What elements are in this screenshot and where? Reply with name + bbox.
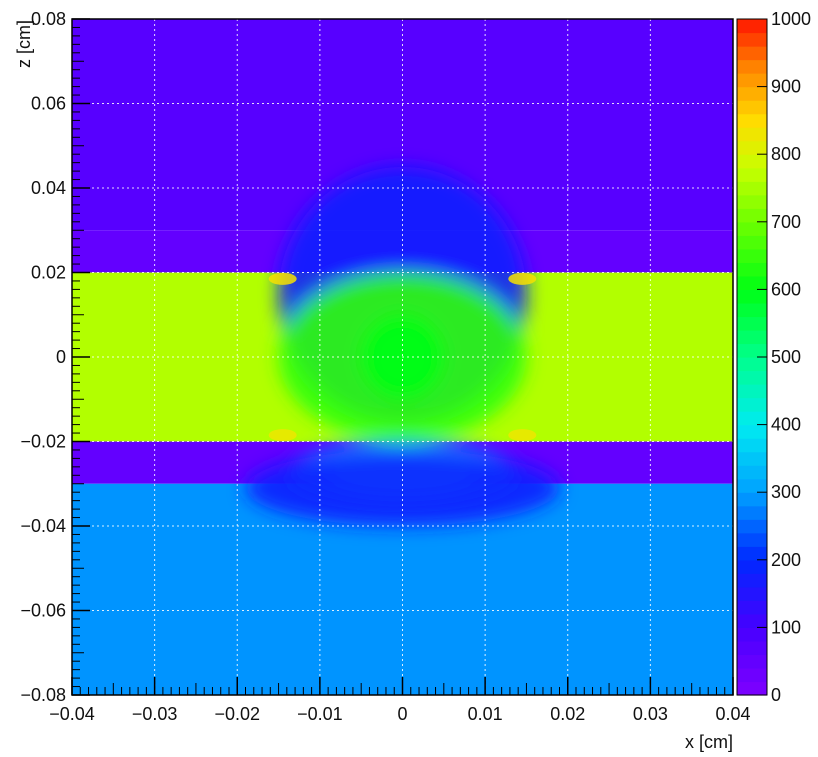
colorbar-band <box>737 532 767 547</box>
colorbar-tick-label: 900 <box>771 77 801 97</box>
colorbar-tick-label: 800 <box>771 144 801 164</box>
y-tick-label: −0.08 <box>20 685 66 705</box>
colorbar-band <box>737 329 767 345</box>
colorbar-tick-label: 100 <box>771 617 801 637</box>
y-axis: −0.08 −0.06 −0.04 −0.02 0 0.02 0.04 0.06 0.08 <box>20 9 90 705</box>
colorbar-band <box>737 289 767 304</box>
colorbar-band <box>737 397 767 412</box>
grid-lines <box>72 19 733 695</box>
colorbar-band <box>737 640 767 656</box>
colorbar-band <box>737 559 767 574</box>
colorbar-band <box>737 86 767 101</box>
heatmap-features <box>245 166 560 526</box>
colorbar-band <box>737 411 767 426</box>
colorbar-band <box>737 505 767 520</box>
colorbar-band <box>737 519 767 534</box>
colorbar-tick-label: 400 <box>771 415 801 435</box>
colorbar-tick-label: 300 <box>771 482 801 502</box>
colorbar-tick-label: 700 <box>771 212 801 232</box>
plot-area <box>71 18 734 696</box>
colorbar-band <box>737 221 767 236</box>
x-tick-label: −0.03 <box>132 704 178 724</box>
colorbar-band <box>737 154 767 169</box>
colorbar-band <box>737 46 767 61</box>
colorbar-band <box>737 465 767 480</box>
colorbar-band <box>737 275 767 290</box>
x-tick-label: −0.02 <box>214 704 260 724</box>
feature-lower-flank-dip <box>245 449 560 526</box>
hotspot-4 <box>508 429 537 442</box>
colorbar-tick-label: 500 <box>771 347 801 367</box>
y-tick-label: −0.06 <box>20 601 66 621</box>
colorbar-band <box>737 127 767 142</box>
colorbar-band <box>737 248 767 263</box>
heatmap-hotspots <box>268 272 537 442</box>
colorbar-band <box>737 316 767 331</box>
colorbar-band <box>737 654 767 669</box>
y-tick-label: 0.08 <box>31 9 66 29</box>
colorbar-band <box>737 681 767 696</box>
x-axis: −0.04 −0.03 −0.02 −0.01 0 0.01 0.02 0.03 0.04 <box>49 677 751 724</box>
x-tick-label: 0.03 <box>633 704 668 724</box>
colorbar-band <box>737 546 767 561</box>
colorbar-band <box>737 19 767 34</box>
colorbar-band <box>737 100 767 115</box>
y-tick-label: −0.04 <box>20 516 66 536</box>
colorbar-band <box>737 627 767 642</box>
colorbar-tick-label: 1000 <box>771 9 811 29</box>
colorbar-bands <box>737 19 767 696</box>
x-tick-label: −0.04 <box>49 704 95 724</box>
y-tick-label: 0.02 <box>31 263 66 283</box>
y-tick-label: 0 <box>56 347 66 367</box>
colorbar-band <box>737 140 767 155</box>
colorbar-tick-label: 0 <box>771 685 781 705</box>
colorbar-band <box>737 302 767 318</box>
x-tick-label: 0.01 <box>468 704 503 724</box>
colorbar-band <box>737 492 767 507</box>
colorbar-band <box>737 451 767 466</box>
colorbar-band <box>737 208 767 223</box>
colorbar-band <box>737 370 767 385</box>
x-tick-label: 0.04 <box>715 704 750 724</box>
hotspot-3 <box>268 429 297 442</box>
x-axis-label: x [cm] <box>685 732 733 752</box>
colorbar-ticks: 0 100 200 300 400 500 600 700 800 900 1000 <box>757 9 811 705</box>
colorbar: 0 100 200 300 400 500 600 700 800 900 1000 <box>736 9 811 705</box>
colorbar-band <box>737 262 767 277</box>
colorbar-band <box>737 59 767 74</box>
colorbar-tick-label: 200 <box>771 550 801 570</box>
x-tick-label: −0.01 <box>297 704 343 724</box>
x-tick-label: 0 <box>397 704 407 724</box>
colorbar-band <box>737 600 767 615</box>
colorbar-band <box>737 113 767 128</box>
colorbar-band <box>737 573 767 588</box>
colorbar-band <box>737 438 767 453</box>
colorbar-band <box>737 478 767 493</box>
x-tick-label: 0.02 <box>550 704 585 724</box>
hotspot-1 <box>268 272 297 285</box>
y-axis-label: z [cm] <box>14 20 34 68</box>
colorbar-band <box>737 384 767 399</box>
y-tick-label: −0.02 <box>20 432 66 452</box>
colorbar-band <box>737 73 767 88</box>
colorbar-band <box>737 167 767 182</box>
colorbar-band <box>737 586 767 601</box>
colorbar-band <box>737 194 767 209</box>
hotspot-2 <box>508 272 537 285</box>
colorbar-band <box>737 667 767 683</box>
colorbar-tick-label: 600 <box>771 279 801 299</box>
y-tick-label: 0.04 <box>31 178 66 198</box>
colorbar-band <box>737 235 767 250</box>
colorbar-band <box>737 357 767 372</box>
colorbar-band <box>737 424 767 439</box>
colorbar-band <box>737 181 767 196</box>
colorbar-band <box>737 613 767 628</box>
colorbar-band <box>737 343 767 358</box>
y-tick-label: 0.06 <box>31 94 66 114</box>
colorbar-band <box>737 32 767 47</box>
